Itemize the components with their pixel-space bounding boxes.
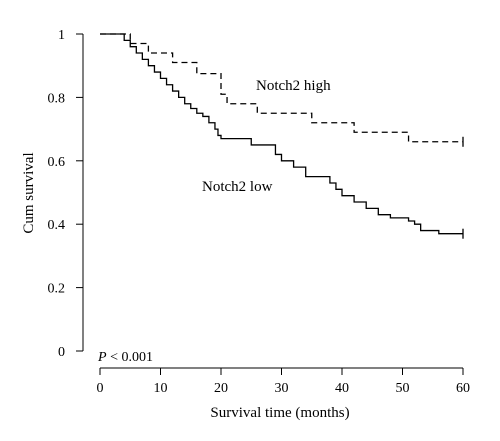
series-label-low: Notch2 low [202, 179, 273, 195]
y-ticks: 0 0.2 0.4 0.6 0.8 1 [48, 28, 83, 360]
p-value: < 0.001 [107, 350, 153, 365]
survival-curves [100, 33, 464, 239]
y-tick-label: 0 [58, 345, 65, 360]
x-tick-label: 30 [275, 381, 289, 396]
x-axis-title: Survival time (months) [210, 405, 349, 421]
series-label-high: Notch2 high [256, 78, 331, 94]
y-tick-label: 0.4 [48, 218, 66, 233]
y-tick-label: 0.8 [48, 91, 66, 106]
y-tick-label: 0.2 [48, 282, 66, 297]
curve-notch2-low [100, 33, 463, 235]
x-tick-label: 50 [396, 381, 410, 396]
x-tick-label: 20 [214, 381, 228, 396]
p-symbol: P [97, 350, 107, 365]
x-axis: 0 10 20 30 40 50 60 [97, 367, 470, 396]
x-tick-label: 60 [456, 381, 470, 396]
y-axis-title: Cum survival [21, 152, 37, 233]
curve-notch2-high [100, 33, 463, 143]
y-tick-label: 1 [58, 28, 65, 43]
y-tick-label: 0.6 [48, 155, 66, 170]
p-value-annotation: P < 0.001 [97, 350, 153, 365]
y-axis: 0 0.2 0.4 0.6 0.8 1 [48, 28, 84, 360]
x-tick-label: 40 [335, 381, 349, 396]
x-tick-label: 0 [97, 381, 104, 396]
x-tick-label: 10 [154, 381, 168, 396]
x-ticks: 0 10 20 30 40 50 60 [97, 368, 470, 396]
